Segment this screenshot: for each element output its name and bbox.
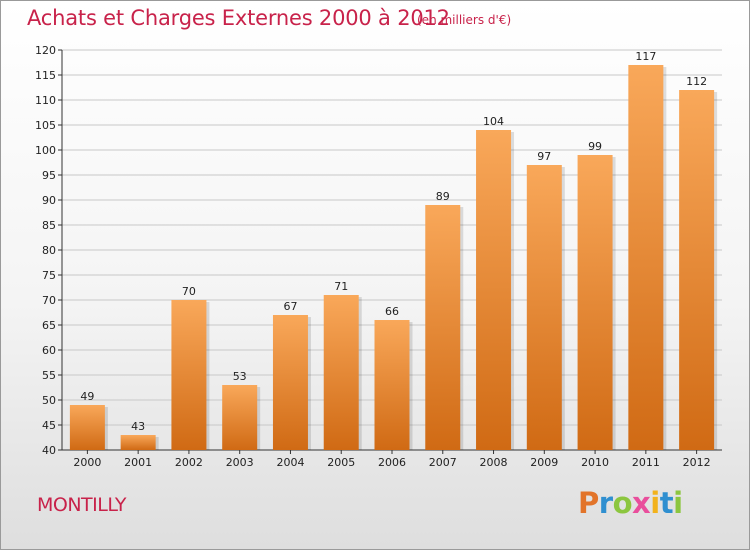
y-tick-label: 110 — [35, 94, 56, 107]
bar-2002 — [171, 300, 207, 450]
x-tick-label: 2005 — [327, 456, 355, 469]
y-tick-label: 70 — [42, 294, 56, 307]
data-label-2009: 97 — [537, 150, 551, 163]
logo-letter: i — [650, 486, 660, 520]
y-tick-label: 40 — [42, 444, 56, 457]
bar-2000 — [69, 405, 105, 450]
chart-subtitle: (en milliers d'€) — [417, 13, 512, 27]
y-tick-label: 45 — [42, 419, 56, 432]
bar-2009 — [526, 165, 562, 450]
x-tick-label: 2008 — [480, 456, 508, 469]
y-tick-label: 85 — [42, 219, 56, 232]
x-tick-label: 2011 — [632, 456, 660, 469]
data-label-2008: 104 — [483, 115, 504, 128]
x-tick-label: 2009 — [530, 456, 558, 469]
x-tick-label: 2003 — [226, 456, 254, 469]
data-label-2004: 67 — [283, 300, 297, 313]
y-tick-label: 100 — [35, 144, 56, 157]
bar-2001 — [120, 435, 156, 450]
bars — [69, 65, 718, 450]
data-label-2005: 71 — [334, 280, 348, 293]
data-label-2002: 70 — [182, 285, 196, 298]
bar-2003 — [222, 385, 258, 450]
data-label-2010: 99 — [588, 140, 602, 153]
data-label-2011: 117 — [635, 50, 656, 63]
data-label-2006: 66 — [385, 305, 399, 318]
bar-2012 — [679, 90, 715, 450]
labels: 40 45 50 55 60 65 70 75 80 85 90 95 100 105 110 115 120 2… — [35, 44, 711, 469]
y-tick-label: 90 — [42, 194, 56, 207]
x-tick-label: 2001 — [124, 456, 152, 469]
logo-letter: o — [612, 486, 633, 520]
logo-letter: i — [673, 486, 683, 520]
logo-letter: x — [632, 486, 651, 520]
logo-letter: t — [659, 486, 674, 520]
x-tick-label: 2004 — [276, 456, 304, 469]
y-tick-label: 75 — [42, 269, 56, 282]
y-tick-label: 60 — [42, 344, 56, 357]
y-tick-label: 120 — [35, 44, 56, 57]
data-label-2001: 43 — [131, 420, 145, 433]
bar-2007 — [425, 205, 461, 450]
bar-2006 — [374, 320, 410, 450]
y-tick-label: 50 — [42, 394, 56, 407]
city-name: MONTILLY — [37, 494, 127, 516]
x-tick-label: 2007 — [429, 456, 457, 469]
data-label-2000: 49 — [80, 390, 94, 403]
chart-title: Achats et Charges Externes 2000 à 2012 — [27, 6, 450, 30]
x-tick-label: 2002 — [175, 456, 203, 469]
bar-2004 — [272, 315, 308, 450]
logo-letter: P — [578, 486, 599, 520]
x-tick-label: 2000 — [73, 456, 101, 469]
proxiti-logo: Proxiti — [578, 486, 683, 520]
x-tick-label: 2012 — [683, 456, 711, 469]
y-tick-label: 65 — [42, 319, 56, 332]
y-tick-label: 55 — [42, 369, 56, 382]
y-tick-label: 80 — [42, 244, 56, 257]
data-label-2007: 89 — [436, 190, 450, 203]
bar-2010 — [577, 155, 613, 450]
bar-2011 — [628, 65, 664, 450]
bar-2008 — [476, 130, 512, 450]
data-label-2003: 53 — [233, 370, 247, 383]
bar-2005 — [323, 295, 359, 450]
x-tick-label: 2006 — [378, 456, 406, 469]
logo-letter: r — [598, 486, 613, 520]
y-tick-label: 95 — [42, 169, 56, 182]
y-tick-label: 105 — [35, 119, 56, 132]
y-tick-label: 115 — [35, 69, 56, 82]
x-tick-label: 2010 — [581, 456, 609, 469]
data-label-2012: 112 — [686, 75, 707, 88]
